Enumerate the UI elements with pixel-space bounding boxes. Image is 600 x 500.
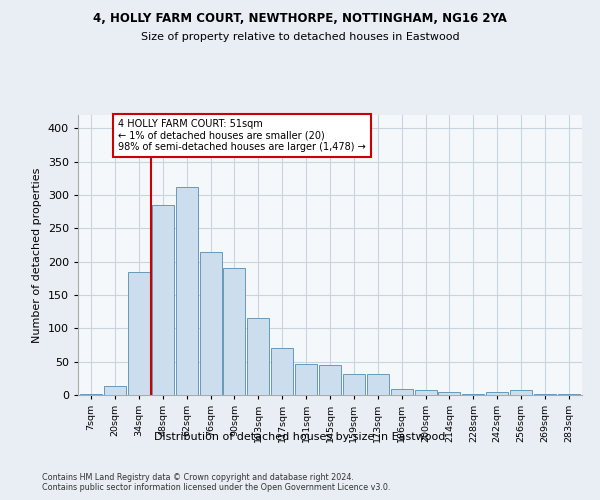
Text: Size of property relative to detached houses in Eastwood: Size of property relative to detached ho…	[140, 32, 460, 42]
Bar	[391, 389, 413, 395]
Y-axis label: Number of detached properties: Number of detached properties	[32, 168, 42, 342]
Bar	[176, 187, 197, 395]
Bar	[367, 374, 389, 395]
Text: Contains public sector information licensed under the Open Government Licence v3: Contains public sector information licen…	[42, 484, 391, 492]
Bar	[439, 392, 460, 395]
Bar	[415, 390, 437, 395]
Text: 4 HOLLY FARM COURT: 51sqm
← 1% of detached houses are smaller (20)
98% of semi-d: 4 HOLLY FARM COURT: 51sqm ← 1% of detach…	[118, 119, 366, 152]
Bar	[271, 348, 293, 395]
Text: Distribution of detached houses by size in Eastwood: Distribution of detached houses by size …	[154, 432, 446, 442]
Text: Contains HM Land Registry data © Crown copyright and database right 2024.: Contains HM Land Registry data © Crown c…	[42, 472, 354, 482]
Bar	[486, 392, 508, 395]
Bar	[558, 394, 580, 395]
Bar	[223, 268, 245, 395]
Bar	[295, 364, 317, 395]
Text: 4, HOLLY FARM COURT, NEWTHORPE, NOTTINGHAM, NG16 2YA: 4, HOLLY FARM COURT, NEWTHORPE, NOTTINGH…	[93, 12, 507, 26]
Bar	[319, 365, 341, 395]
Bar	[343, 374, 365, 395]
Bar	[463, 394, 484, 395]
Bar	[200, 252, 221, 395]
Bar	[152, 205, 174, 395]
Bar	[80, 394, 102, 395]
Bar	[247, 318, 269, 395]
Bar	[534, 394, 556, 395]
Bar	[510, 390, 532, 395]
Bar	[128, 272, 150, 395]
Bar	[104, 386, 126, 395]
